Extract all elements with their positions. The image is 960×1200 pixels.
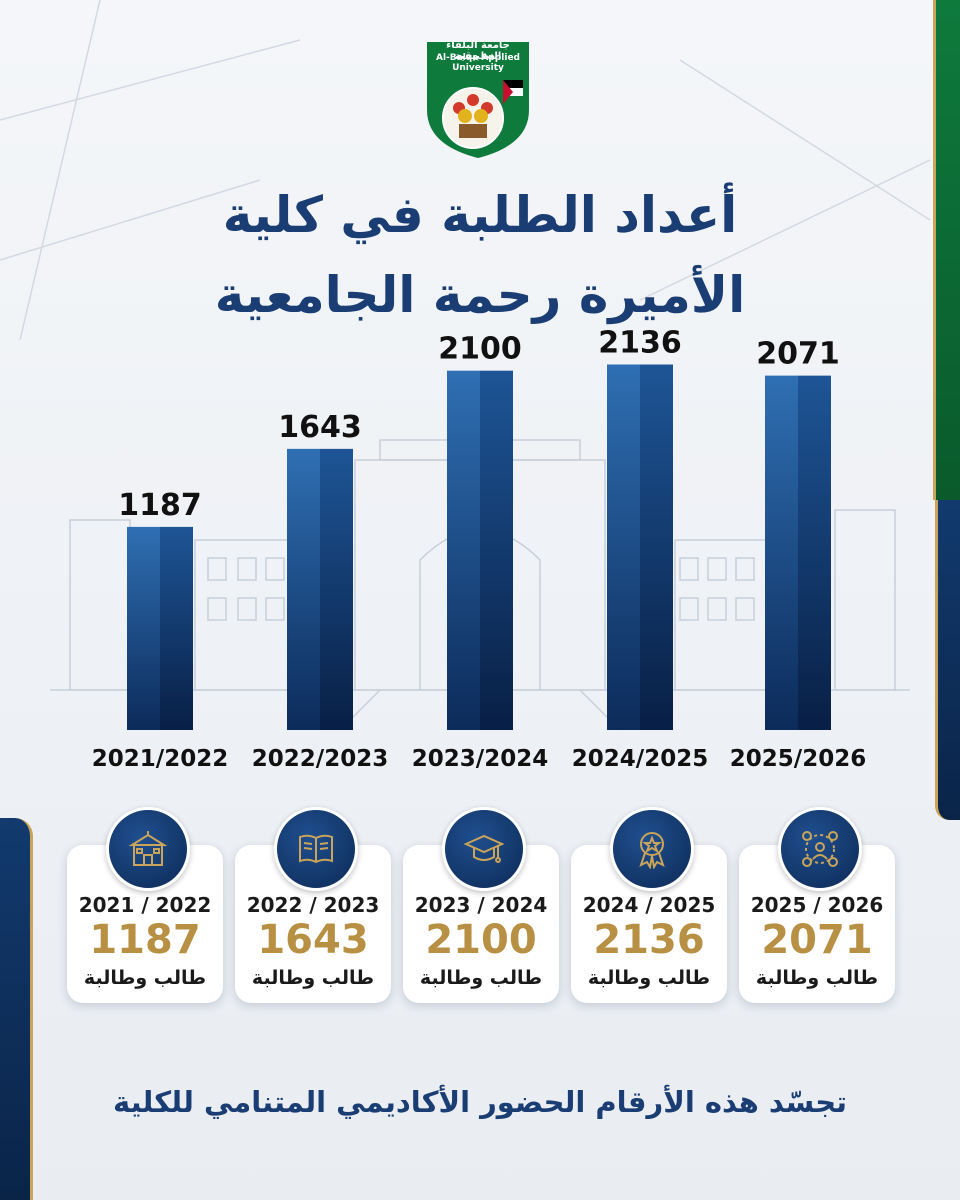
card-year: 2024 / 2025 <box>582 893 716 917</box>
card-label: طالب وطالبة <box>755 967 879 989</box>
people-network-icon <box>778 807 862 891</box>
graduation-cap-icon <box>442 807 526 891</box>
card-student-count: 1187 <box>89 917 201 963</box>
logo-name-arabic: جامعة البلقاء التطبيقية <box>446 40 510 62</box>
page-title-line-2: الأميرة رحمة الجامعية <box>214 266 746 324</box>
bar-face-right <box>798 375 831 730</box>
category-tick-label: 2023/2024 <box>412 746 548 772</box>
bar-value-label: 1643 <box>278 410 362 445</box>
category-tick-label: 2021/2022 <box>92 746 228 772</box>
card-student-count: 1643 <box>257 917 369 963</box>
bar-face-left <box>127 526 160 730</box>
card-year: 2023 / 2024 <box>414 893 548 917</box>
card-student-count: 2100 <box>425 917 537 963</box>
logo-name-english: Al-Balqa Applied University <box>435 53 521 73</box>
bar-face-right <box>160 526 193 730</box>
bar-value-label: 2136 <box>598 326 682 361</box>
university-logo: جامعة البلقاء التطبيقية Al-Balqa Applied… <box>423 40 533 160</box>
year-stat-card: 2023 / 2024 2100 طالب وطالبة <box>403 845 559 1003</box>
bar-2025-2026 <box>765 375 831 730</box>
category-tick-label: 2024/2025 <box>572 746 708 772</box>
footer-caption: تجسّد هذه الأرقام الحضور الأكاديمي المتن… <box>113 1085 847 1119</box>
card-year: 2025 / 2026 <box>750 893 884 917</box>
card-label: طالب وطالبة <box>83 967 207 989</box>
bar-face-left <box>287 448 320 730</box>
open-book-icon <box>274 807 358 891</box>
bar-2022-2023 <box>287 448 353 730</box>
right-green-stripe <box>933 0 960 500</box>
card-label: طالب وطالبة <box>419 967 543 989</box>
award-medal-icon <box>610 807 694 891</box>
category-tick-label: 2022/2023 <box>252 746 388 772</box>
bar-value-label: 2100 <box>438 332 522 367</box>
bar-value-label: 1187 <box>118 488 202 523</box>
bar-2024-2025 <box>607 364 673 730</box>
card-label: طالب وطالبة <box>251 967 375 989</box>
card-year: 2021 / 2022 <box>78 893 212 917</box>
right-navy-stripe <box>935 500 960 820</box>
bar-face-left <box>447 370 480 730</box>
school-building-icon <box>106 807 190 891</box>
bar-face-right <box>640 364 673 730</box>
card-student-count: 2136 <box>593 917 705 963</box>
card-year: 2022 / 2023 <box>246 893 380 917</box>
bar-face-left <box>765 375 798 730</box>
page-title-line-1: أعداد الطلبة في كلية <box>222 186 738 244</box>
card-student-count: 2071 <box>761 917 873 963</box>
year-stat-card: 2021 / 2022 1187 طالب وطالبة <box>67 845 223 1003</box>
student-count-bar-chart: 1187 2021/2022 1643 2022/2023 2100 2023/2024 2… <box>92 326 866 772</box>
bar-2021-2022 <box>127 526 193 730</box>
bar-face-right <box>320 448 353 730</box>
category-tick-label: 2025/2026 <box>730 746 866 772</box>
bar-value-label: 2071 <box>756 337 840 372</box>
card-label: طالب وطالبة <box>587 967 711 989</box>
bar-2023-2024 <box>447 370 513 730</box>
university-seal-icon <box>427 42 529 158</box>
left-navy-stripe <box>0 818 33 1200</box>
bar-face-right <box>480 370 513 730</box>
bar-face-left <box>607 364 640 730</box>
